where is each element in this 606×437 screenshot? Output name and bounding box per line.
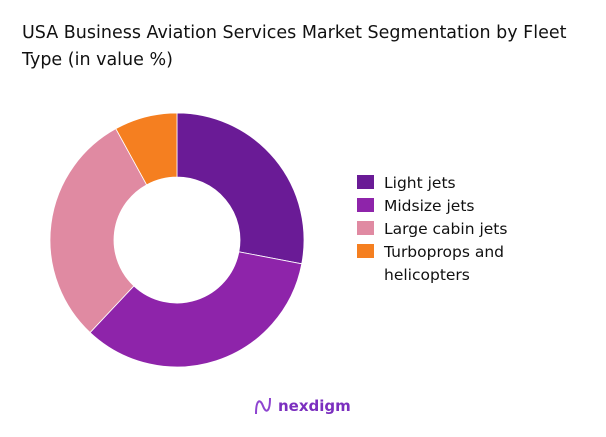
legend-item: Light jets [357,172,534,195]
legend-label: Light jets [384,174,456,192]
nexdigm-logo-icon [255,397,271,415]
legend-swatch [357,175,374,189]
legend: Light jets Midsize jets Large cabin jets Tu… [357,172,534,284]
legend-swatch [357,244,374,258]
legend-item: Turboprops and helicopters [357,241,534,284]
legend-item: Midsize jets [357,195,534,218]
brand-logo: nexdigm [254,396,351,416]
slice-large-cabin-jets [49,128,148,334]
legend-label: Large cabin jets [384,220,508,238]
brand-name: nexdigm [278,397,351,415]
slice-light-jets [176,112,305,265]
legend-swatch [357,198,374,212]
chart-title: USA Business Aviation Services Market Se… [22,23,567,70]
slice-turboprops-and-helicopters [115,112,178,186]
legend-item: Large cabin jets [357,218,534,241]
legend-label: Midsize jets [384,197,475,215]
legend-label: Turboprops and helicopters [384,243,504,284]
slice-midsize-jets [89,251,303,368]
legend-swatch [357,221,374,235]
